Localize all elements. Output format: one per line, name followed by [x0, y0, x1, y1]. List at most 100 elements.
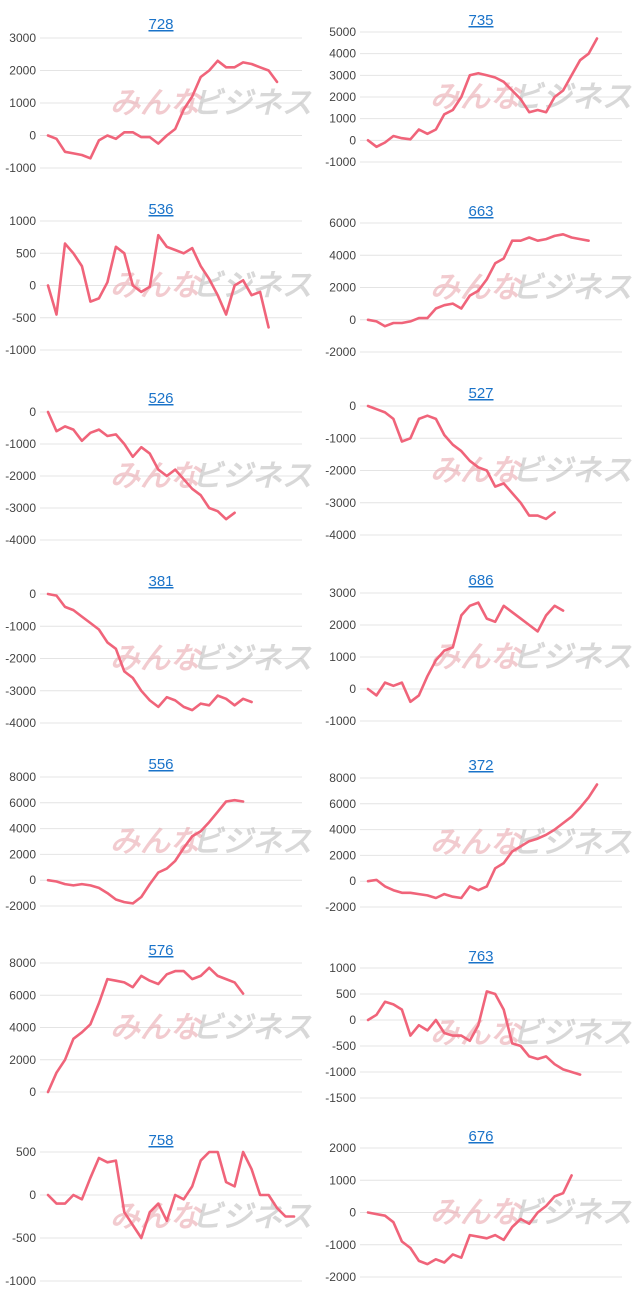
y-tick-label: 0	[29, 129, 36, 143]
y-tick-label: 4000	[329, 248, 356, 262]
chart-title-link[interactable]: 735	[468, 12, 493, 29]
y-tick-label: 0	[349, 313, 356, 327]
y-tick-label: -2000	[5, 469, 36, 483]
y-tick-label: 4000	[329, 823, 356, 837]
y-tick-label: 2000	[9, 847, 36, 861]
y-tick-label: 6000	[9, 796, 36, 810]
y-tick-label: -500	[332, 1039, 356, 1053]
chart-title-link[interactable]: 381	[148, 573, 173, 590]
chart-title-link[interactable]: 686	[468, 572, 493, 589]
y-tick-label: 5000	[329, 25, 356, 39]
series-line	[366, 233, 590, 328]
y-tick-label: 0	[29, 405, 36, 419]
series-line	[366, 404, 556, 521]
watermark-logo-right: ビジネス	[512, 454, 632, 489]
y-tick-label: 6000	[329, 216, 356, 230]
chart-title-link[interactable]: 663	[468, 203, 493, 220]
y-tick-label: -1500	[325, 1091, 356, 1105]
watermark-logo-right: ビジネス	[192, 459, 312, 494]
y-tick-label: 500	[16, 1145, 36, 1159]
y-tick-label: -1000	[325, 431, 356, 445]
watermark-logo-left: みんな	[110, 1011, 203, 1046]
y-tick-label: -2000	[325, 345, 356, 359]
y-tick-label: -500	[12, 311, 36, 325]
y-tick-label: -500	[12, 1231, 36, 1245]
y-tick-label: 0	[349, 1206, 356, 1220]
y-tick-label: 1000	[329, 112, 356, 126]
y-tick-label: -3000	[325, 496, 356, 510]
y-tick-label: 1000	[9, 214, 36, 228]
y-tick-label: 2000	[329, 90, 356, 104]
watermark-logo-right: ビジネス	[512, 80, 632, 115]
watermark-logo-right: ビジネス	[192, 825, 312, 860]
watermark-logo-left: みんな	[430, 80, 523, 115]
y-tick-label: -1000	[325, 1065, 356, 1079]
y-tick-label: 3000	[329, 586, 356, 600]
y-tick-label: 0	[349, 399, 356, 413]
watermark-logo-left: みんな	[430, 826, 523, 861]
y-tick-label: 6000	[9, 988, 36, 1002]
y-tick-label: 0	[349, 874, 356, 888]
y-tick-label: 1000	[9, 96, 36, 110]
watermark-logo-left: みんな	[430, 640, 523, 675]
series-line	[366, 601, 565, 704]
y-tick-label: 2000	[329, 1141, 356, 1155]
chart-title-link[interactable]: 527	[468, 385, 493, 402]
series-line	[366, 1174, 573, 1266]
y-tick-label: -4000	[5, 533, 36, 547]
y-tick-label: 0	[29, 279, 36, 293]
chart-title-link[interactable]: 526	[148, 390, 173, 407]
y-tick-label: 0	[349, 1013, 356, 1027]
y-tick-label: -1000	[5, 1274, 36, 1288]
watermark-logo-right: ビジネス	[192, 86, 312, 121]
y-tick-label: -4000	[325, 528, 356, 542]
series-line	[46, 1150, 296, 1240]
y-tick-label: -2000	[5, 652, 36, 666]
y-tick-label: 2000	[9, 64, 36, 78]
y-tick-label: -1000	[5, 437, 36, 451]
chart-title-link[interactable]: 576	[148, 942, 173, 959]
chart-title-link[interactable]: 763	[468, 948, 493, 965]
y-tick-label: -2000	[325, 1270, 356, 1284]
chart-title-link[interactable]: 536	[148, 201, 173, 218]
series-line	[46, 592, 253, 712]
y-tick-label: 4000	[9, 1021, 36, 1035]
y-tick-label: 0	[349, 682, 356, 696]
watermark-logo-right: ビジネス	[512, 1016, 632, 1051]
y-tick-label: 1000	[329, 650, 356, 664]
watermark-logo-left: みんな	[430, 1196, 523, 1231]
chart-title-link[interactable]: 372	[468, 757, 493, 774]
series-line	[366, 990, 582, 1076]
chart-title-link[interactable]: 556	[148, 756, 173, 773]
series-line	[366, 783, 599, 900]
watermark-logo-left: みんな	[430, 271, 523, 306]
y-tick-label: -3000	[5, 684, 36, 698]
watermark-logo-left: みんな	[430, 454, 523, 489]
y-tick-label: 8000	[9, 770, 36, 784]
chart-title-link[interactable]: 676	[468, 1128, 493, 1145]
chart-title-link[interactable]: 728	[148, 16, 173, 33]
y-tick-label: 1000	[329, 961, 356, 975]
y-tick-label: 2000	[329, 281, 356, 295]
series-line	[46, 233, 270, 329]
watermark-logo-left: みんな	[110, 642, 203, 677]
watermark-logo-right: ビジネス	[192, 269, 312, 304]
y-tick-label: 8000	[329, 771, 356, 785]
y-tick-label: 4000	[329, 47, 356, 61]
y-tick-label: 6000	[329, 797, 356, 811]
y-tick-label: 0	[29, 1085, 36, 1099]
chart-title-link[interactable]: 758	[148, 1132, 173, 1149]
series-line	[46, 59, 279, 160]
series-line	[46, 798, 245, 905]
y-tick-label: -3000	[5, 501, 36, 515]
